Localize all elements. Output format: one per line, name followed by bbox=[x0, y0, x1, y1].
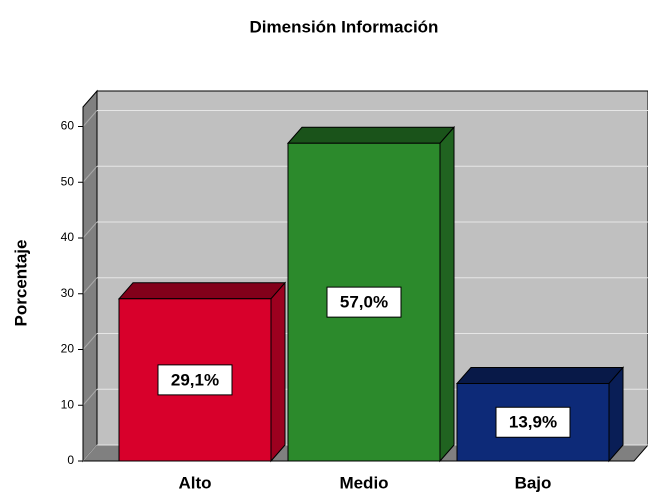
bar-top bbox=[455, 367, 625, 385]
value-label: 57,0% bbox=[340, 293, 388, 312]
value-label: 13,9% bbox=[509, 413, 557, 432]
bar-side bbox=[439, 125, 455, 463]
x-tick-label: Alto bbox=[178, 473, 211, 492]
grid-line bbox=[82, 165, 98, 183]
y-tick-label: 20 bbox=[61, 342, 75, 356]
chart-title: Dimensión Información bbox=[250, 17, 439, 36]
grid-line bbox=[82, 388, 98, 406]
y-tick-label: 10 bbox=[61, 397, 75, 411]
left-wall bbox=[82, 89, 98, 463]
grid-line bbox=[82, 333, 98, 350]
value-label-box bbox=[495, 406, 571, 438]
grid-line bbox=[82, 277, 98, 295]
y-tick-label: 60 bbox=[61, 119, 75, 133]
x-tick-label: Medio bbox=[339, 473, 388, 492]
value-label-box bbox=[157, 364, 233, 396]
value-label-box bbox=[326, 286, 402, 318]
bar-side bbox=[608, 366, 624, 463]
bar-side bbox=[270, 281, 286, 463]
y-tick-label: 40 bbox=[61, 230, 75, 244]
y-tick-label: 30 bbox=[61, 286, 75, 300]
bar-top bbox=[117, 282, 287, 300]
y-axis-label: Porcentaje bbox=[11, 240, 30, 327]
x-tick-label: Bajo bbox=[515, 473, 552, 492]
bar-top bbox=[286, 126, 456, 144]
y-tick-label: 50 bbox=[61, 174, 75, 188]
grid-line bbox=[82, 221, 98, 239]
grid-line bbox=[82, 110, 98, 127]
y-tick-label: 0 bbox=[67, 453, 74, 467]
value-label: 29,1% bbox=[171, 370, 219, 389]
grid-line bbox=[82, 444, 98, 462]
